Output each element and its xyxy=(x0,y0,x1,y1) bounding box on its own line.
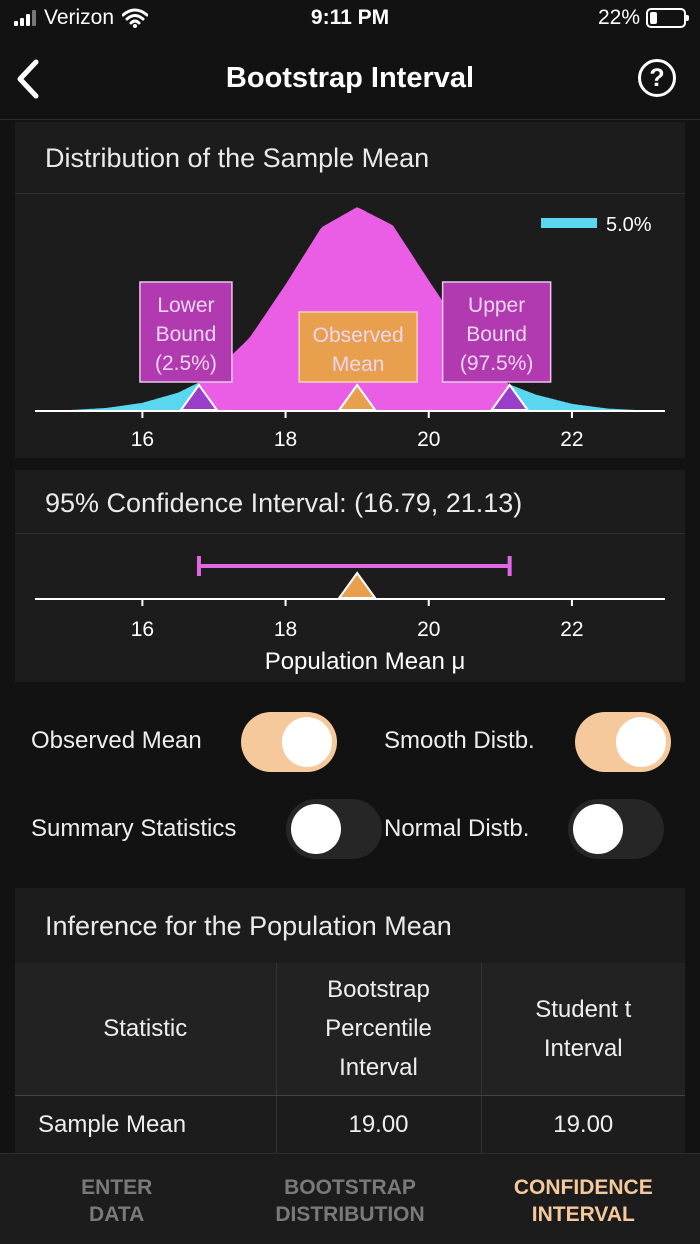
toggle-knob xyxy=(291,804,341,854)
normal-distribution-label: Normal Distb. xyxy=(384,815,530,842)
cell-bootstrap: 19.00 xyxy=(276,1095,482,1155)
toggle-knob xyxy=(616,717,666,767)
x-tick-label: 22 xyxy=(560,618,583,641)
inference-table: Statistic Bootstrap Percentile Interval … xyxy=(15,963,685,1155)
x-tick-label: 16 xyxy=(131,618,154,641)
tab-label: INTERVAL xyxy=(531,1203,635,1226)
x-axis-label: Population Mean μ xyxy=(265,648,466,675)
summary-statistics-toggle[interactable] xyxy=(286,799,382,859)
lower-bound-label xyxy=(139,281,233,383)
battery-icon xyxy=(646,8,689,28)
observed-mean-label-box-text: Observed xyxy=(313,324,404,347)
distribution-chart: 16 18 20 22 Lower Bound (2.5%) Observed Mean Uppe… xyxy=(35,207,665,451)
upper-bound-label-text: Upper xyxy=(468,294,525,317)
cell-student: 19.00 xyxy=(553,1111,614,1139)
inference-panel: Inference for the Population Mean xyxy=(15,888,685,963)
summary-statistics-label: Summary Statistics xyxy=(31,815,237,842)
x-tick-label: 20 xyxy=(417,618,440,641)
tab-bootstrap-distribution[interactable]: BOOTSTRAP DISTRIBUTION xyxy=(233,1154,466,1244)
x-tick-label: 18 xyxy=(274,428,297,451)
x-tick-label: 22 xyxy=(560,428,583,451)
upper-bound-marker xyxy=(489,383,530,411)
lower-tail-area xyxy=(35,382,199,411)
lower-bound-marker xyxy=(178,383,219,411)
upper-bound-label-text: (97.5%) xyxy=(460,352,534,375)
distribution-title: Distribution of the Sample Mean xyxy=(15,122,685,194)
signal-icon xyxy=(14,10,38,26)
legend-swatch xyxy=(541,218,597,228)
interval-panel: 95% Confidence Interval: (16.79, 21.13) … xyxy=(15,470,685,682)
upper-bound-label-text: Bound xyxy=(466,323,527,346)
normal-distribution-toggle[interactable] xyxy=(568,799,664,859)
lower-bound-label-text: Bound xyxy=(156,323,217,346)
x-tick-label: 20 xyxy=(417,428,440,451)
inference-title: Inference for the Population Mean xyxy=(45,911,452,941)
upper-tail-area xyxy=(509,384,665,411)
chevron-left-icon[interactable] xyxy=(10,54,50,104)
tab-confidence-interval[interactable]: CONFIDENCE INTERVAL xyxy=(467,1154,700,1244)
navigation-bar: Bootstrap Interval ? xyxy=(0,40,700,120)
observed-mean-toggle[interactable] xyxy=(241,712,337,772)
table-row: Sample Mean 19.00 19.00 xyxy=(15,1095,685,1155)
x-tick-label: 18 xyxy=(274,618,297,641)
clock: 9:11 PM xyxy=(310,6,390,29)
distribution-area xyxy=(198,207,510,411)
toggle-knob xyxy=(282,717,332,767)
lower-bound-label-text: Lower xyxy=(157,294,214,317)
distribution-panel: Distribution of the Sample Mean 16 18 20 22… xyxy=(15,122,685,458)
table-header-row: Statistic Bootstrap Percentile Interval … xyxy=(15,963,685,1096)
header-student: Student t Interval xyxy=(481,963,685,1096)
carrier: Verizon xyxy=(14,6,149,30)
toggle-knob xyxy=(573,804,623,854)
interval-title: 95% Confidence Interval: (16.79, 21.13) xyxy=(15,470,685,534)
header-line: Interval xyxy=(543,1034,623,1062)
battery: 22% xyxy=(597,6,689,30)
smooth-distribution-label: Smooth Distb. xyxy=(384,727,535,754)
header-bootstrap: Bootstrap Percentile Interval xyxy=(276,963,482,1096)
observed-mean-label-box xyxy=(298,311,418,383)
observed-mean-label: Observed Mean xyxy=(31,727,202,754)
tab-label: DISTRIBUTION xyxy=(275,1203,425,1226)
carrier-label: Verizon xyxy=(44,6,115,29)
observed-mean-marker xyxy=(337,383,378,411)
header-line: Percentile xyxy=(325,1015,432,1043)
tab-label: DATA xyxy=(89,1203,145,1226)
observed-mean-label-box-text: Mean xyxy=(332,353,385,376)
tab-enter-data[interactable]: ENTER DATA xyxy=(0,1154,233,1244)
cell-statistic: Sample Mean xyxy=(15,1095,277,1155)
wifi-icon xyxy=(122,8,149,28)
tab-label: ENTER xyxy=(81,1176,153,1199)
upper-bound-label xyxy=(441,281,552,383)
header-line: Student t xyxy=(535,995,632,1023)
question-circle-icon[interactable]: ? xyxy=(638,59,676,97)
point-estimate-marker xyxy=(337,571,378,599)
header-line: Bootstrap xyxy=(327,976,430,1004)
header-line: Interval xyxy=(339,1054,418,1082)
page-title: Bootstrap Interval xyxy=(225,62,475,94)
legend-label: 5.0% xyxy=(606,214,652,236)
battery-percent: 22% xyxy=(597,6,640,29)
lower-bound-label-text: (2.5%) xyxy=(155,352,217,375)
x-tick-label: 16 xyxy=(131,428,154,451)
tab-label: CONFIDENCE xyxy=(513,1176,653,1199)
interval-chart: 16 18 20 22 Population Mean μ xyxy=(35,556,665,675)
tab-label: BOOTSTRAP xyxy=(284,1176,416,1199)
header-statistic: Statistic xyxy=(15,963,277,1096)
status-bar: Verizon 9:11 PM 22% xyxy=(0,0,700,40)
tab-bar: ENTER DATA BOOTSTRAP DISTRIBUTION CONFID… xyxy=(0,1153,700,1244)
smooth-distribution-toggle[interactable] xyxy=(575,712,671,772)
